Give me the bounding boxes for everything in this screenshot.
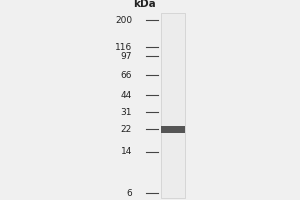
Text: 200: 200 (115, 16, 132, 25)
Text: 6: 6 (126, 189, 132, 198)
Text: 44: 44 (121, 91, 132, 100)
Text: 97: 97 (121, 52, 132, 61)
Bar (160, 13, 184, 198)
Text: kDa: kDa (133, 0, 155, 9)
Bar (160, 126, 184, 133)
Text: 22: 22 (121, 125, 132, 134)
Text: 31: 31 (121, 108, 132, 117)
Text: 14: 14 (121, 147, 132, 156)
Text: 116: 116 (115, 43, 132, 52)
Text: 66: 66 (121, 71, 132, 80)
